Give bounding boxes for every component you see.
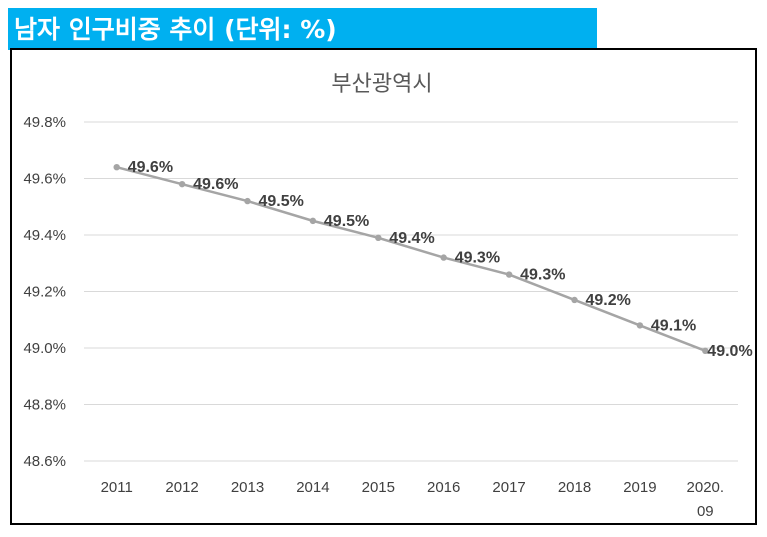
y-tick-label: 49.8% [23, 114, 66, 131]
x-tick-label: 2019 [623, 479, 656, 496]
y-tick-label: 48.8% [23, 397, 66, 414]
data-point [636, 322, 644, 329]
x-tick-label: 2015 [362, 479, 395, 496]
data-point [702, 347, 709, 355]
data-point [505, 271, 513, 278]
y-tick-label: 49.2% [23, 284, 66, 301]
data-point [440, 254, 447, 261]
x-tick-label: 2011 [101, 479, 133, 496]
y-tick-label: 49.6% [23, 171, 66, 188]
data-point [309, 217, 317, 225]
x-tick-label: 2014 [296, 479, 329, 496]
x-tick-label: 2013 [231, 479, 264, 496]
data-point [178, 180, 186, 188]
data-label: 49.5% [259, 193, 304, 210]
data-label: 49.1% [651, 317, 696, 334]
data-point [244, 197, 251, 205]
chart-title: 부산광역시 [331, 72, 432, 97]
data-label: 49.5% [324, 213, 369, 230]
data-label: 49.6% [193, 176, 238, 193]
y-tick-label: 48.6% [23, 453, 66, 470]
x-tick-label: 2012 [165, 479, 198, 496]
data-label: 49.2% [586, 292, 631, 309]
data-point [571, 296, 578, 304]
data-point [375, 234, 382, 242]
data-label: 49.4% [389, 230, 434, 247]
y-tick-label: 49.4% [23, 227, 66, 244]
x-tick-label: 2020. 09 [687, 479, 725, 520]
chart-frame [10, 48, 757, 525]
x-tick-label: 2017 [492, 479, 525, 496]
series-line [116, 165, 706, 352]
data-point [113, 164, 120, 171]
y-tick-label: 49.0% [23, 340, 66, 357]
data-label: 49.0% [707, 343, 752, 360]
data-label: 49.6% [128, 159, 173, 176]
data-label: 49.3% [455, 250, 500, 267]
x-tick-label: 2018 [558, 479, 591, 496]
x-tick-label: 2016 [427, 479, 460, 496]
page-title: 남자 인구비중 추이 (단위: %) [14, 15, 337, 44]
data-label: 49.3% [520, 267, 565, 284]
header-bar [8, 8, 597, 50]
